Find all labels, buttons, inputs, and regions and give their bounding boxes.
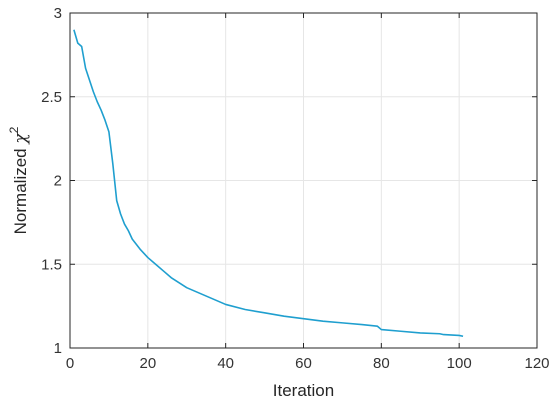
x-tick-label: 120 [524, 355, 549, 372]
x-tick-label: 0 [66, 355, 74, 372]
y-tick-labels: 1 1.5 2 2.5 3 [41, 5, 62, 357]
y-tick-label: 1.5 [41, 256, 62, 273]
y-tick-label: 2 [54, 173, 62, 190]
y-axis-label-superscript: 2 [7, 126, 21, 133]
y-axis-label: Normalized χ2 [7, 126, 31, 234]
x-tick-label: 20 [139, 355, 156, 372]
y-tick-label: 2.5 [41, 89, 62, 106]
x-tick-label: 100 [447, 355, 472, 372]
series-line [73, 29, 464, 338]
x-tick-labels: 0 20 40 60 80 100 120 [66, 355, 550, 372]
x-tick-label: 40 [217, 355, 234, 372]
y-tick-label: 3 [54, 5, 62, 22]
x-tick-label: 60 [295, 355, 312, 372]
x-tick-label: 80 [373, 355, 390, 372]
x-axis-label: Iteration [273, 381, 334, 400]
y-axis-label-symbol: χ [11, 132, 31, 145]
y-tick-label: 1 [54, 340, 62, 357]
y-axis-label-text: Normalized [11, 144, 30, 235]
ticks-group [69, 12, 538, 349]
series-group [73, 29, 464, 338]
